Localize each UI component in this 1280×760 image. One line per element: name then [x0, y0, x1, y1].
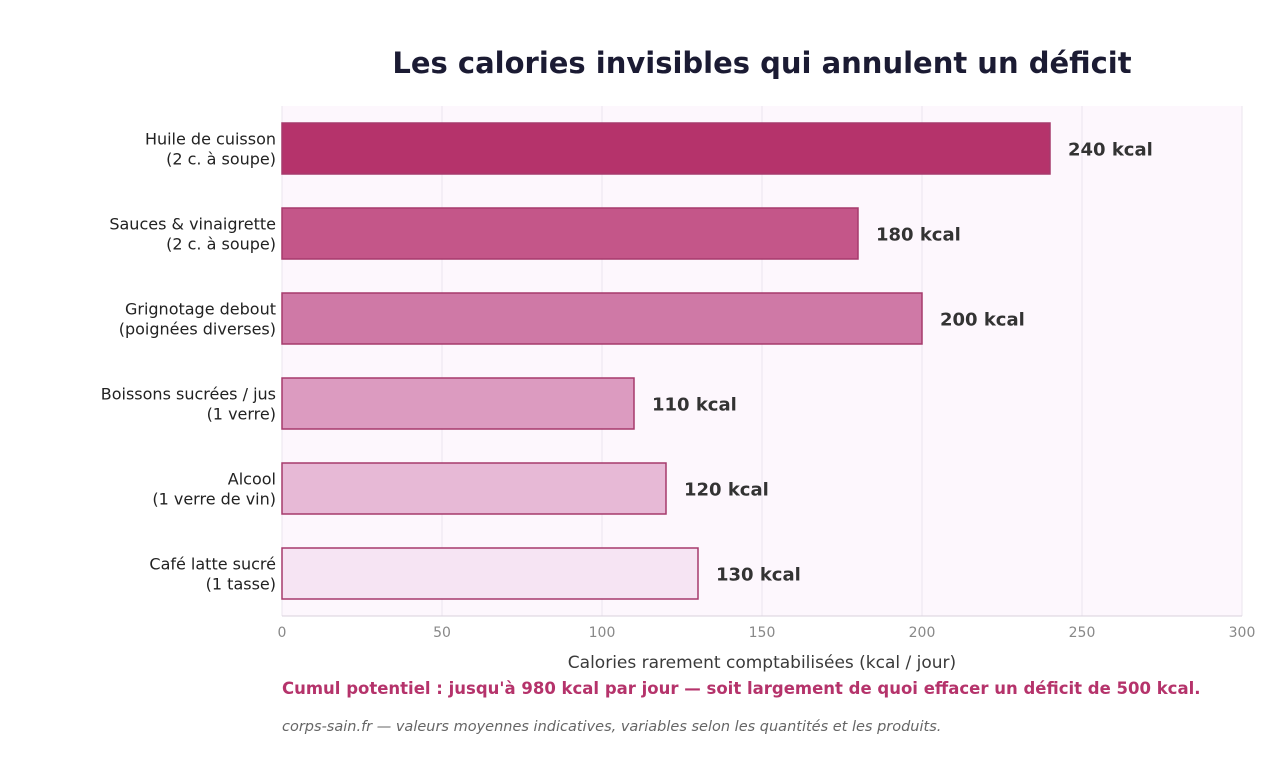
- y-category-label-line: (1 verre): [207, 405, 276, 424]
- y-category-label: Café latte sucré (1 tasse): [149, 555, 276, 594]
- y-category-label-line: (1 tasse): [206, 575, 276, 594]
- x-tick-label: 150: [749, 625, 776, 641]
- y-category-label-line: (1 verre de vin): [152, 490, 276, 509]
- bar-value-label: 110 kcal: [652, 395, 737, 416]
- bar-value-label: 130 kcal: [716, 565, 801, 586]
- y-category-label-line: Grignotage debout: [125, 300, 276, 319]
- y-category-label: Sauces & vinaigrette (2 c. à soupe): [109, 215, 276, 254]
- y-category-label-line: Boissons sucrées / jus: [101, 385, 276, 404]
- y-category-label-line: Alcool: [228, 470, 276, 489]
- bar: [281, 547, 699, 600]
- x-tick-label: 200: [909, 625, 936, 641]
- x-tick-label: 50: [433, 625, 451, 641]
- y-category-label-line: Café latte sucré: [149, 555, 276, 574]
- y-category-label: Huile de cuisson (2 c. à soupe): [145, 130, 276, 169]
- bar: [281, 377, 635, 430]
- chart-title: Les calories invisibles qui annulent un …: [392, 46, 1132, 80]
- bar: [281, 122, 1051, 175]
- y-category-label: Boissons sucrées / jus (1 verre): [101, 385, 276, 424]
- summary-note: Cumul potentiel : jusqu'à 980 kcal par j…: [282, 679, 1201, 698]
- bar-value-label: 200 kcal: [940, 310, 1025, 331]
- bar-value-label: 120 kcal: [684, 480, 769, 501]
- bar-value-label: 180 kcal: [876, 225, 961, 246]
- bar: [281, 207, 859, 260]
- y-category-label-line: Huile de cuisson: [145, 130, 276, 149]
- y-category-label-line: Sauces & vinaigrette: [109, 215, 276, 234]
- x-tick-label: 250: [1069, 625, 1096, 641]
- x-tick-label: 100: [589, 625, 616, 641]
- y-category-label: Grignotage debout (poignées diverses): [119, 300, 276, 339]
- x-axis-label: Calories rarement comptabilisées (kcal /…: [567, 653, 957, 673]
- bar-value-label: 240 kcal: [1068, 140, 1153, 161]
- x-tick-label: 300: [1229, 625, 1256, 641]
- source-note: corps-sain.fr — valeurs moyennes indicat…: [282, 719, 942, 735]
- y-category-label-line: (poignées diverses): [119, 320, 276, 339]
- y-category-label: Alcool (1 verre de vin): [152, 470, 276, 509]
- bar: [281, 462, 667, 515]
- y-category-label-line: (2 c. à soupe): [166, 150, 276, 169]
- x-tick-label: 0: [278, 625, 287, 641]
- y-category-label-line: (2 c. à soupe): [166, 235, 276, 254]
- bar: [281, 292, 923, 345]
